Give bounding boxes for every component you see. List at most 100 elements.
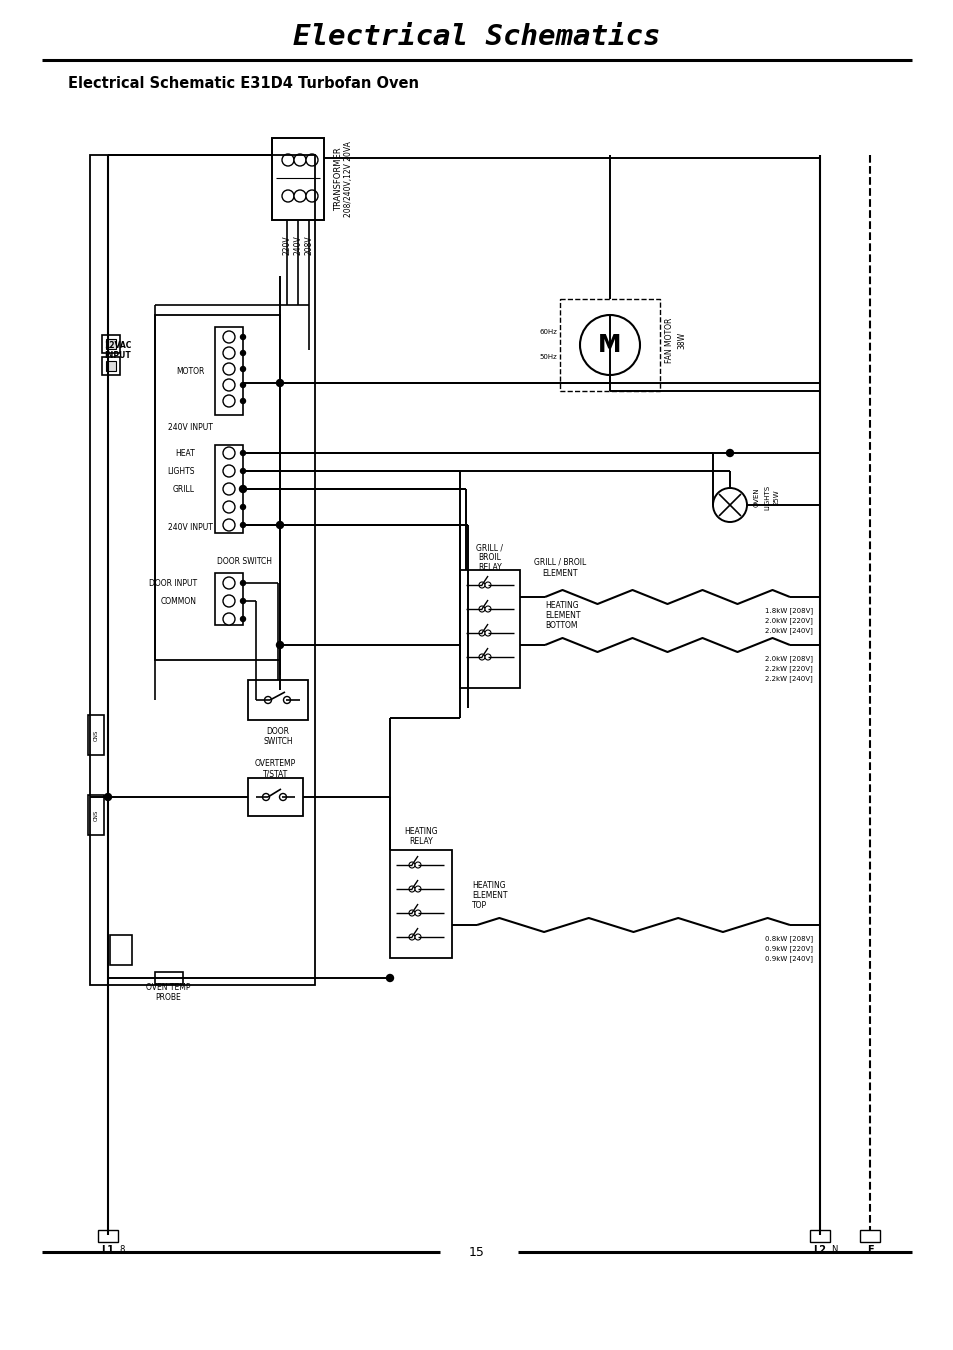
- Circle shape: [223, 576, 234, 589]
- Text: M: M: [598, 333, 621, 356]
- Circle shape: [409, 886, 415, 892]
- Text: L1: L1: [101, 1245, 114, 1256]
- Circle shape: [306, 190, 317, 202]
- Bar: [272, 138, 324, 220]
- Text: DOOR: DOOR: [266, 728, 289, 737]
- Text: 8: 8: [119, 1246, 125, 1254]
- Text: OVEN TEMP: OVEN TEMP: [146, 984, 190, 992]
- Circle shape: [415, 863, 420, 868]
- Circle shape: [283, 697, 291, 703]
- Text: ELEMENT: ELEMENT: [541, 568, 578, 578]
- Circle shape: [264, 697, 272, 703]
- Text: N: N: [830, 1246, 837, 1254]
- Bar: [154, 972, 183, 984]
- Bar: [110, 936, 132, 965]
- Bar: [809, 1230, 829, 1242]
- Circle shape: [240, 451, 245, 455]
- Text: 2.0kW [220V]: 2.0kW [220V]: [764, 618, 812, 624]
- Circle shape: [262, 794, 269, 801]
- Text: 220V: 220V: [282, 235, 292, 255]
- Text: SWITCH: SWITCH: [263, 737, 293, 747]
- Bar: [248, 680, 308, 720]
- Text: TOP: TOP: [472, 900, 487, 910]
- Bar: [459, 570, 519, 688]
- Circle shape: [223, 447, 234, 459]
- Text: BOTTOM: BOTTOM: [544, 621, 577, 629]
- Circle shape: [223, 518, 234, 531]
- Text: 2.0kW [240V]: 2.0kW [240V]: [764, 628, 812, 634]
- Text: CNS: CNS: [93, 809, 98, 821]
- Circle shape: [240, 522, 245, 528]
- Circle shape: [276, 521, 283, 528]
- Text: GRILL / BROIL: GRILL / BROIL: [534, 558, 585, 567]
- Text: FAN MOTOR: FAN MOTOR: [664, 317, 673, 363]
- Circle shape: [415, 886, 420, 892]
- Text: GRILL: GRILL: [172, 485, 194, 494]
- Text: T/STAT: T/STAT: [263, 769, 288, 779]
- Circle shape: [223, 363, 234, 375]
- Bar: [559, 298, 659, 392]
- Circle shape: [415, 910, 420, 917]
- Text: 2.2kW [220V]: 2.2kW [220V]: [764, 666, 812, 672]
- Bar: [214, 446, 243, 533]
- Text: 0.9kW [220V]: 0.9kW [220V]: [764, 945, 812, 952]
- Circle shape: [105, 794, 112, 801]
- Circle shape: [726, 450, 733, 456]
- Circle shape: [282, 154, 294, 166]
- Circle shape: [294, 190, 306, 202]
- Text: LIGHTS: LIGHTS: [168, 467, 194, 475]
- Circle shape: [478, 630, 484, 636]
- Text: ELEMENT: ELEMENT: [472, 891, 507, 899]
- Text: 0.9kW [240V]: 0.9kW [240V]: [764, 956, 812, 963]
- Text: OVEN: OVEN: [753, 487, 760, 506]
- Bar: [90, 155, 314, 986]
- Circle shape: [409, 863, 415, 868]
- Circle shape: [712, 487, 746, 522]
- Circle shape: [240, 580, 245, 586]
- Text: DOOR INPUT: DOOR INPUT: [149, 579, 196, 587]
- Circle shape: [240, 598, 245, 603]
- Circle shape: [240, 486, 245, 491]
- Circle shape: [282, 190, 294, 202]
- Circle shape: [306, 154, 317, 166]
- Circle shape: [223, 379, 234, 391]
- Circle shape: [223, 483, 234, 495]
- Text: Electrical Schematics: Electrical Schematics: [293, 23, 660, 51]
- Text: 240V: 240V: [294, 235, 302, 255]
- Circle shape: [276, 379, 283, 386]
- Text: Electrical Schematic E31D4 Turbofan Oven: Electrical Schematic E31D4 Turbofan Oven: [68, 76, 418, 90]
- Text: MOTOR: MOTOR: [175, 367, 204, 377]
- Bar: [88, 716, 104, 755]
- Circle shape: [484, 606, 491, 612]
- Text: 240V INPUT: 240V INPUT: [168, 423, 213, 432]
- Circle shape: [223, 595, 234, 608]
- Bar: [88, 795, 104, 836]
- Bar: [859, 1230, 879, 1242]
- Text: HEATING: HEATING: [404, 828, 437, 837]
- Circle shape: [240, 382, 245, 387]
- Text: OVERTEMP: OVERTEMP: [254, 760, 295, 768]
- Text: 60Hz: 60Hz: [538, 329, 557, 335]
- Circle shape: [579, 315, 639, 375]
- Text: HEAT: HEAT: [175, 448, 194, 458]
- Circle shape: [240, 366, 245, 371]
- Circle shape: [223, 464, 234, 477]
- Circle shape: [478, 582, 484, 589]
- Text: 1.8kW [208V]: 1.8kW [208V]: [764, 608, 812, 614]
- Circle shape: [409, 934, 415, 940]
- Circle shape: [386, 975, 393, 981]
- Circle shape: [276, 641, 283, 648]
- Text: INPUT: INPUT: [105, 351, 132, 360]
- Circle shape: [223, 501, 234, 513]
- Text: ELEMENT: ELEMENT: [544, 610, 579, 620]
- Bar: [390, 850, 452, 958]
- Text: GRILL /: GRILL /: [476, 544, 503, 552]
- Text: 2.0kW [208V]: 2.0kW [208V]: [764, 656, 812, 663]
- Circle shape: [223, 331, 234, 343]
- Text: E: E: [865, 1245, 872, 1256]
- Circle shape: [240, 468, 245, 474]
- Circle shape: [279, 794, 286, 801]
- Circle shape: [484, 653, 491, 660]
- Text: 50Hz: 50Hz: [538, 354, 557, 360]
- Text: L2: L2: [813, 1245, 825, 1256]
